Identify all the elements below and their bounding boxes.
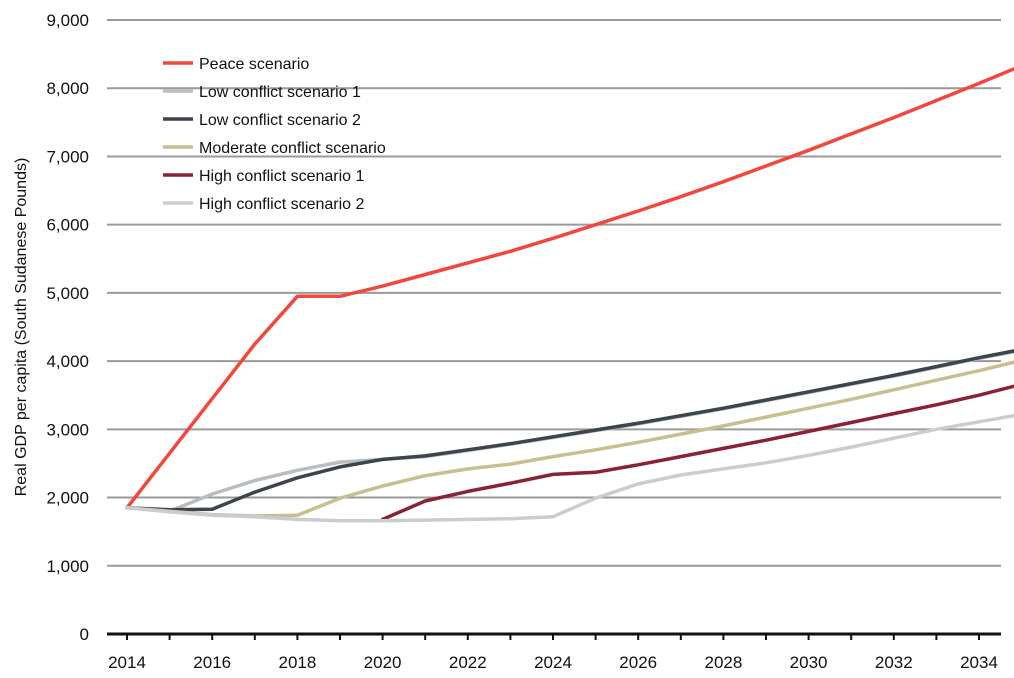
- y-axis-label: Real GDP per capita (South Sudanese Poun…: [13, 158, 30, 497]
- x-tick-label: 2028: [704, 653, 742, 672]
- legend-label: Low conflict scenario 1: [199, 84, 361, 101]
- legend-label: High conflict scenario 1: [199, 168, 365, 185]
- series-lines: [125, 66, 1014, 523]
- legend-label: Low conflict scenario 2: [199, 112, 361, 129]
- y-tick-label: 3,000: [46, 420, 89, 439]
- x-tick-label: 2030: [790, 653, 828, 672]
- y-tick-label: 4,000: [46, 352, 89, 371]
- legend-label: High conflict scenario 2: [199, 196, 365, 213]
- series-line-1: [125, 66, 1014, 510]
- y-tick-label: 0: [80, 625, 89, 644]
- y-tick-label: 7,000: [46, 147, 89, 166]
- x-tick-label: 2018: [278, 653, 316, 672]
- legend: Peace scenario Low conflict scenario 1 Low…: [163, 56, 386, 213]
- x-tick-label: 2026: [619, 653, 657, 672]
- y-tick-label: 2,000: [46, 489, 89, 508]
- y-tick-label: 8,000: [46, 79, 89, 98]
- series-line-4: [125, 360, 1014, 518]
- legend-label: Moderate conflict scenario: [199, 140, 386, 157]
- x-tick-label: 2032: [875, 653, 913, 672]
- y-tick-label: 9,000: [46, 11, 89, 30]
- legend-label: Peace scenario: [199, 56, 309, 73]
- y-tick-label: 6,000: [46, 216, 89, 235]
- x-tick-label: 2022: [449, 653, 487, 672]
- y-tick-label: 5,000: [46, 284, 89, 303]
- gridlines: [107, 19, 1001, 567]
- series-line-2: [125, 349, 1014, 513]
- x-tick-label: 2016: [193, 653, 231, 672]
- series-line-6: [125, 413, 1014, 523]
- x-tick-label: 2020: [364, 653, 402, 672]
- axes: 0 1,000 2,000 3,000 4,000 5,000 6,000 7,000 8,00…: [46, 11, 1001, 672]
- x-tick-label: 2014: [108, 653, 146, 672]
- x-tick-label: 2024: [534, 653, 572, 672]
- series-line-5: [380, 384, 1014, 522]
- series-line-3: [125, 349, 1014, 512]
- x-tick-label: 2034: [960, 653, 998, 672]
- y-tick-label: 1,000: [46, 557, 89, 576]
